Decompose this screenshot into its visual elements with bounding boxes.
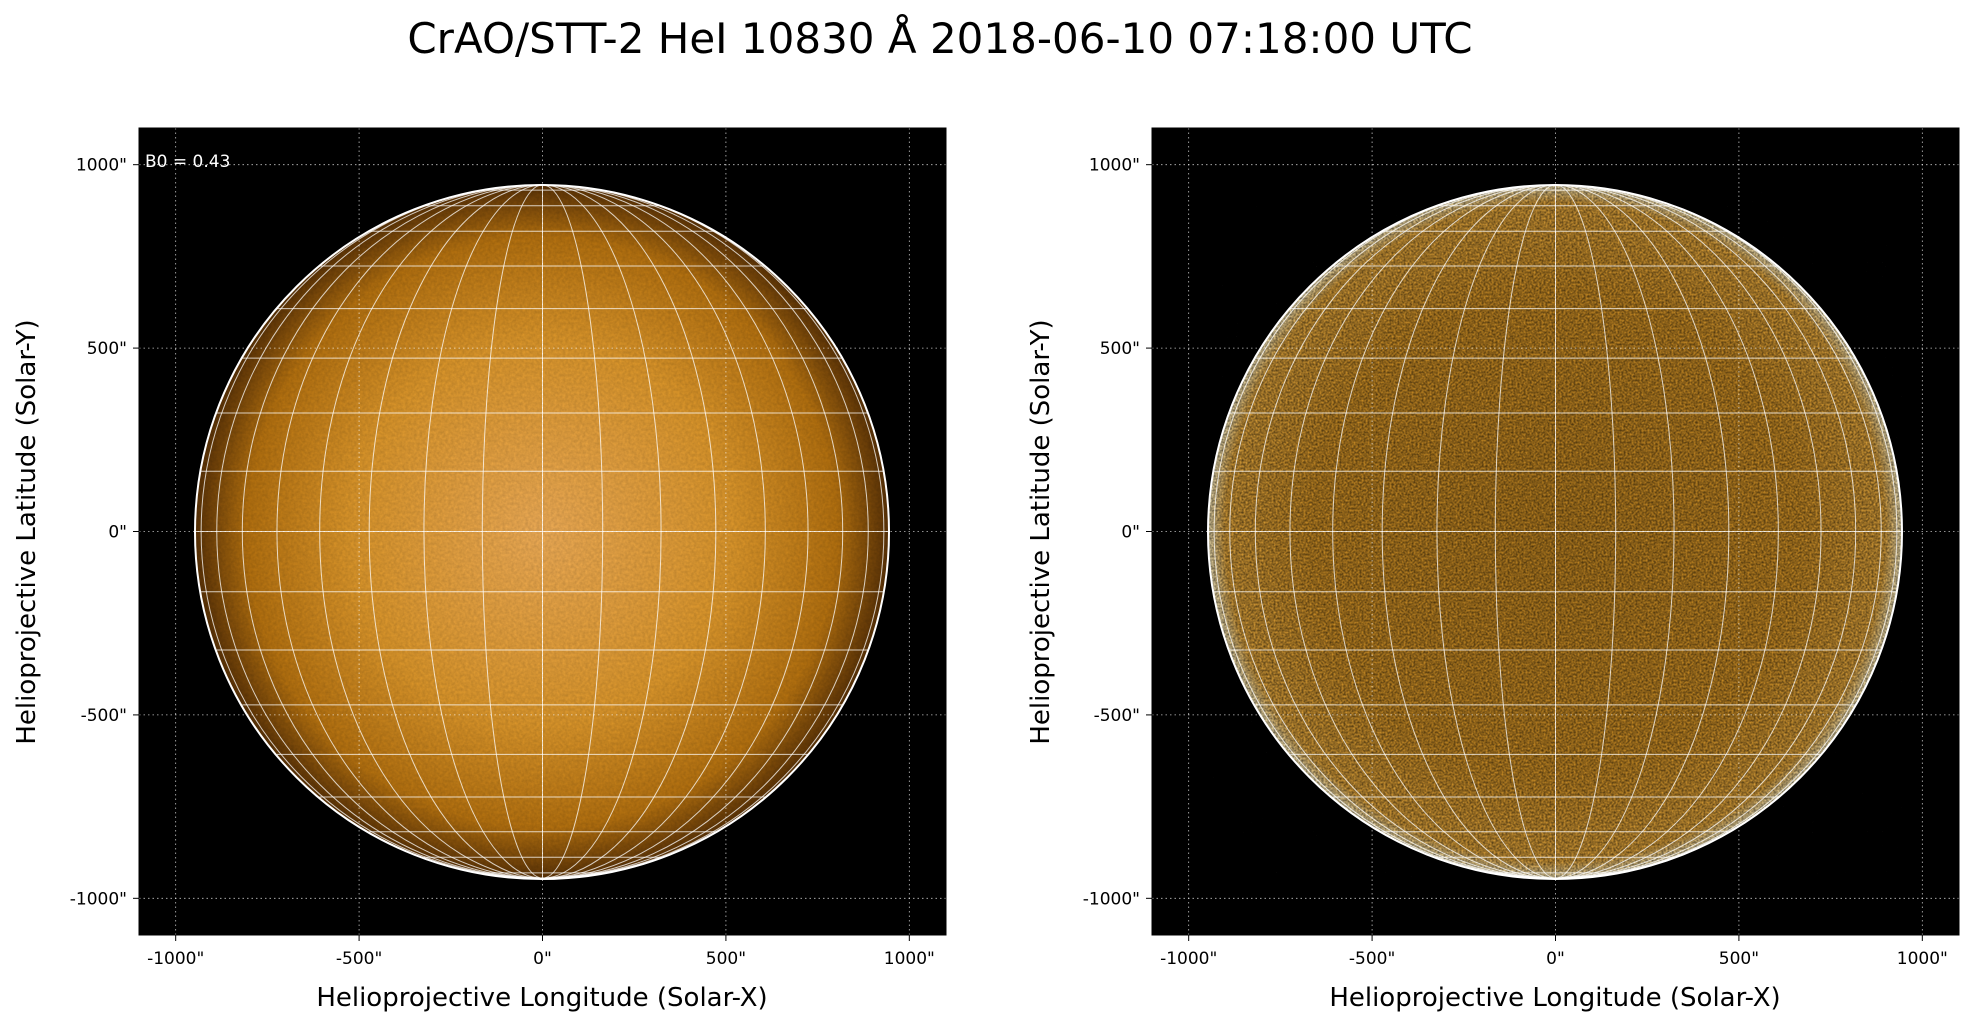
right-x-ticks: -1000" -500" 0" 500" 1000" [1160, 935, 1948, 969]
x-tick-label: -1000" [1160, 949, 1217, 969]
left-x-axis-label: Helioprojective Longitude (Solar-X) [316, 983, 767, 1013]
x-tick-label: 0" [533, 949, 552, 969]
x-tick-label: 1000" [884, 949, 935, 969]
longitude-line [1289, 184, 1556, 879]
y-tick-label: 500" [1100, 339, 1140, 359]
y-tick-label: -1000" [1083, 889, 1140, 909]
longitude-line [1555, 184, 1822, 879]
right-limb-outline [1207, 184, 1903, 880]
longitude-line [276, 184, 543, 879]
left-solar-image [139, 128, 946, 935]
y-tick-label: -500" [81, 706, 127, 726]
y-tick-label: 0" [108, 523, 127, 543]
left-y-axis-label: Helioprojective Latitude (Solar-Y) [12, 319, 42, 744]
longitude-line [241, 184, 543, 879]
right-solar-image [1152, 128, 1959, 935]
x-tick-label: 0" [1546, 949, 1565, 969]
x-tick-label: -1000" [147, 949, 204, 969]
left-panel: B0 = 0.43 -1000" -500" 0" 500" 1000" 1000" 50… [12, 127, 947, 1013]
x-tick-label: -500" [336, 949, 382, 969]
y-tick-label: -1000" [70, 889, 127, 909]
y-tick-label: 1000" [1089, 156, 1140, 176]
longitude-line [1254, 184, 1556, 879]
b0-annotation: B0 = 0.43 [145, 152, 230, 172]
right-x-axis-label: Helioprojective Longitude (Solar-X) [1329, 983, 1780, 1013]
longitude-line [542, 184, 844, 879]
x-tick-label: 1000" [1897, 949, 1948, 969]
longitude-line [542, 184, 809, 879]
longitude-line [200, 184, 543, 879]
x-tick-label: 500" [1719, 949, 1759, 969]
y-tick-label: 1000" [76, 156, 127, 176]
left-y-ticks: 1000" 500" 0" -500" -1000" [70, 156, 139, 909]
y-tick-label: 0" [1121, 523, 1140, 543]
right-y-axis-label: Helioprojective Latitude (Solar-Y) [1026, 319, 1056, 744]
y-tick-label: 500" [87, 339, 127, 359]
left-x-ticks: -1000" -500" 0" 500" 1000" [147, 935, 935, 969]
y-tick-label: -500" [1094, 706, 1140, 726]
x-tick-label: -500" [1349, 949, 1395, 969]
left-limb-outline [194, 184, 890, 880]
right-panel: -1000" -500" 0" 500" 1000" 1000"500"0"-500"-… [1026, 127, 1960, 1013]
x-tick-label: 500" [706, 949, 746, 969]
longitude-line [1555, 184, 1857, 879]
longitude-line [1213, 184, 1556, 879]
right-y-ticks: 1000" 500" 0" -500" -1000" [1083, 156, 1152, 909]
figure-title: CrAO/STT-2 HeI 10830 Å 2018-06-10 07:18:… [407, 13, 1472, 63]
